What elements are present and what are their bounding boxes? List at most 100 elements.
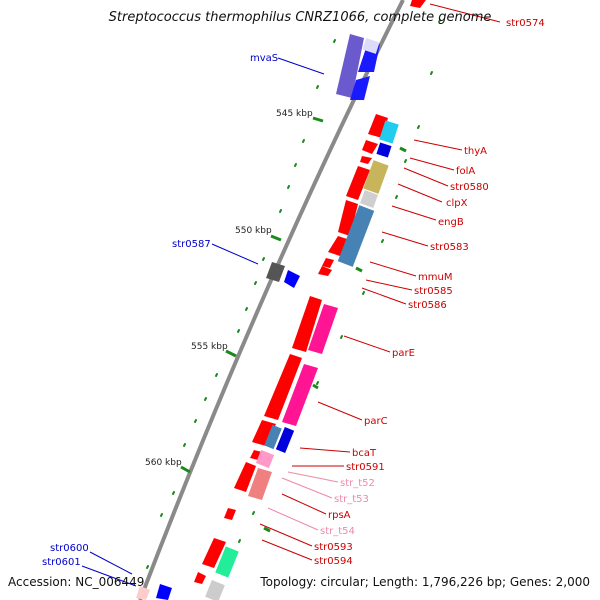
leader-clpX [397,183,443,203]
gene-str0580[interactable] [360,156,372,164]
topology-label: Topology: circular; Length: 1,796,226 bp… [260,575,590,589]
gene-str0593[interactable] [224,508,236,520]
dot [438,19,441,23]
feature-lavender[interactable] [362,38,380,54]
label-str0586[interactable]: str0586 [408,300,447,311]
label-str_t52[interactable]: str_t52 [340,478,375,489]
leader-str0601 [81,565,137,587]
label-str0591[interactable]: str0591 [346,462,385,473]
label-str0583[interactable]: str0583 [430,242,469,253]
gene-parE-red[interactable] [292,296,322,352]
genome-title: Streptococcus thermophilus CNRZ1066, com… [108,10,492,25]
tick-label-555: 555 kbp [191,342,228,352]
feature-lightgrey[interactable] [205,580,225,600]
dot [316,381,319,385]
gene-small-1[interactable] [194,572,206,584]
tick-text: 560 kbp [145,458,182,468]
label-str0601[interactable]: str0601 [42,557,81,568]
leader-mmuM [369,261,417,277]
label-str0580[interactable]: str0580 [450,182,489,193]
dot [262,257,265,261]
label-str0585[interactable]: str0585 [414,286,453,297]
leader-parC [317,401,363,421]
feature-pink-rna[interactable] [255,449,275,469]
label-folA[interactable]: folA [456,166,475,177]
gene-mvaS-c[interactable] [350,76,370,100]
gene-rpsA-pink[interactable] [248,468,272,500]
feature-blue-1[interactable] [376,142,392,158]
label-str_t54[interactable]: str_t54 [320,526,355,537]
leader-str0600 [89,551,133,575]
accession-label: Accession: NC_006449 [8,575,145,589]
kbp-ticks-inner [263,146,407,533]
tick-550 [270,234,282,242]
feature-blue-2[interactable] [275,427,295,453]
gene-clpX[interactable] [346,166,370,200]
gene-bcaT[interactable] [252,420,276,446]
dot [215,373,218,377]
label-str0593[interactable]: str0593 [314,542,353,553]
label-bcaT[interactable]: bcaT [352,448,377,459]
dot [254,281,257,285]
gene-str0587-b[interactable] [284,270,300,288]
tick-label-550: 550 kbp [235,226,272,236]
dot [316,85,319,89]
label-str0594[interactable]: str0594 [314,556,353,567]
dot [146,565,149,569]
gene-parC-red[interactable] [264,354,302,420]
label-clpX[interactable]: clpX [446,198,468,209]
leader-str0585 [365,279,413,291]
feature-ring [205,38,399,600]
gene-str0585[interactable] [318,266,332,276]
gene-str0594[interactable] [202,538,226,568]
leader-engB [391,205,437,221]
leader-folA [409,157,455,171]
feature-green[interactable] [215,546,239,578]
gene-engB[interactable] [338,200,358,236]
label-parC[interactable]: parC [364,416,388,427]
leader-str_t53 [281,477,333,499]
feature-grey[interactable] [360,190,378,208]
gene-rpsA-red[interactable] [234,462,256,492]
tick-555 [225,349,237,358]
tick-label-545: 545 kbp [276,109,313,119]
gene-str0574[interactable] [410,0,426,8]
gene-str0587-a[interactable] [266,262,285,282]
feature-teal[interactable] [264,424,282,450]
gene-parC-pink[interactable] [282,364,318,426]
dot [381,239,384,243]
gene-str0583[interactable] [328,236,350,256]
label-rpsA[interactable]: rpsA [328,510,351,521]
label-str0587[interactable]: str0587 [172,239,211,250]
leader-str_t52 [287,471,339,483]
label-str0600[interactable]: str0600 [50,543,89,554]
tick-text: 555 kbp [191,342,228,352]
gene-str0601[interactable] [136,586,150,600]
label-mvaS[interactable]: mvaS [250,53,278,64]
inner-dot-ring [146,39,336,569]
feature-olive[interactable] [363,160,389,194]
label-str0574[interactable]: str0574 [506,18,545,29]
dot [183,443,186,447]
dot [287,185,290,189]
label-leaders [81,3,501,587]
dot [417,125,420,129]
gene-mmuM[interactable] [322,258,334,268]
dot [160,513,163,517]
dot [245,307,248,311]
label-parE[interactable]: parE [392,348,415,359]
label-engB[interactable]: engB [438,217,464,228]
gene-mvaS-a[interactable] [336,34,364,98]
label-thyA[interactable]: thyA [464,146,487,157]
label-mmuM[interactable]: mmuM [418,272,452,283]
gene-parE-pink[interactable] [308,304,338,354]
tick [263,526,271,533]
dot [294,163,297,167]
tick-text: 550 kbp [235,226,272,236]
gene-str0600[interactable] [156,584,172,600]
gene-folA[interactable] [362,140,378,154]
reverse-strand-genes [136,34,380,600]
feature-cyan[interactable] [379,120,399,144]
feature-steel[interactable] [337,205,375,267]
label-str_t53[interactable]: str_t53 [334,494,369,505]
